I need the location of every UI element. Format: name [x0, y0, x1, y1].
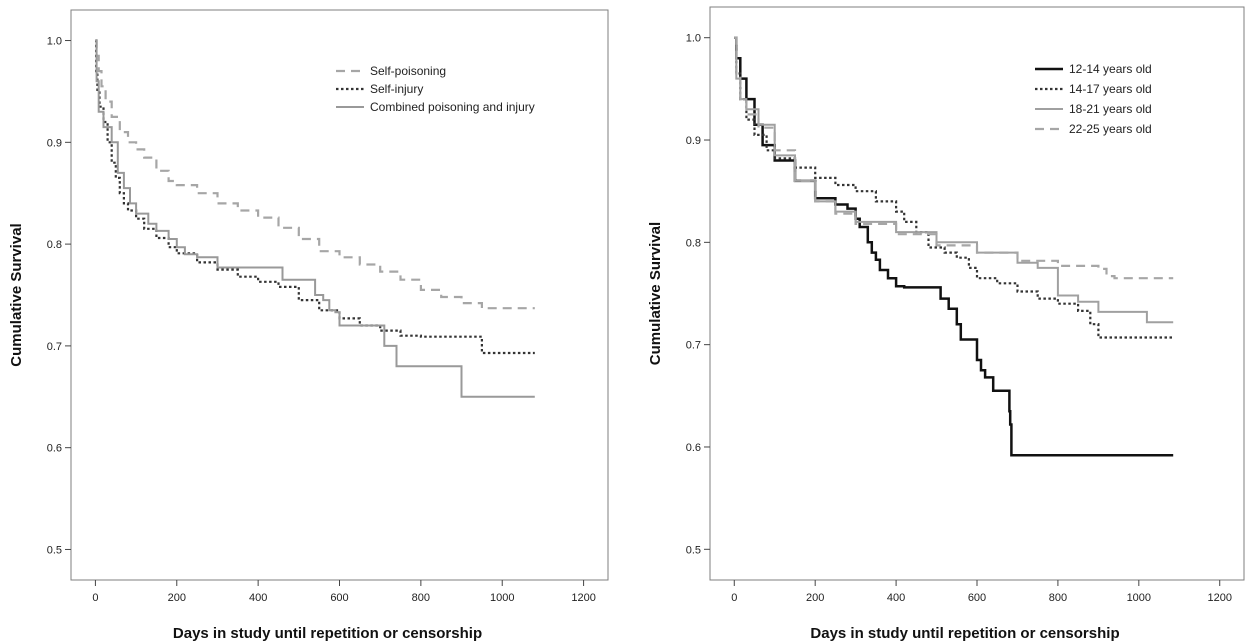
y-tick-label: 0.5 [47, 544, 62, 556]
y-tick-label: 0.8 [47, 239, 62, 251]
legend-label: Combined poisoning and injury [370, 100, 535, 114]
legend-label: 12-14 years old [1069, 62, 1152, 76]
plot-frame [709, 6, 1245, 581]
plot-frame [70, 9, 609, 581]
series-line-3 [95, 39, 535, 398]
x-tick-label: 400 [249, 592, 267, 604]
y-tick-label: 0.6 [47, 443, 62, 455]
y-tick-label: 0.5 [686, 544, 701, 556]
series-line-2 [734, 36, 1174, 339]
series-line-3 [734, 36, 1174, 324]
legend-label: 14-17 years old [1069, 82, 1152, 96]
series-line-2 [95, 39, 535, 355]
x-tick-label: 0 [731, 592, 737, 604]
x-tick-label: 200 [806, 592, 824, 604]
y-tick-label: 0.9 [686, 135, 701, 147]
legend: Self-poisoning Self-injury Combined poison… [336, 64, 535, 114]
x-tick-label: 600 [330, 592, 348, 604]
y-tick-label: 1.0 [47, 36, 62, 48]
x-tick-label: 400 [887, 592, 905, 604]
x-tick-label: 600 [968, 592, 986, 604]
series-line-4 [734, 36, 1174, 280]
y-tick-label: 0.7 [686, 340, 701, 352]
x-tick-label: 1000 [490, 592, 514, 604]
x-tick-label: 0 [92, 592, 98, 604]
legend: 12-14 years old 14-17 years old 18-21 year… [1035, 62, 1152, 136]
y-tick-label: 0.8 [686, 237, 701, 249]
chart-left: 0 200 400 600 800 1000 1200 0.5 0.6 0.7 0.8 0.9 1.0 D… [8, 9, 609, 642]
legend-label: Self-poisoning [370, 64, 446, 78]
legend-label: 18-21 years old [1069, 102, 1152, 116]
chart-right: 0 200 400 600 800 1000 1200 0.5 0.6 0.7 0.8 0.9 1.0 D… [647, 6, 1245, 642]
x-tick-label: 1200 [571, 592, 595, 604]
y-axis-label: Cumulative Survival [647, 222, 664, 365]
y-tick-label: 1.0 [686, 33, 701, 45]
x-tick-label: 800 [1049, 592, 1067, 604]
x-axis-label: Days in study until repetition or censor… [173, 625, 482, 642]
series-line-1 [95, 39, 535, 310]
x-tick-label: 800 [412, 592, 430, 604]
y-tick-label: 0.6 [686, 442, 701, 454]
series-line-1 [734, 36, 1174, 457]
y-tick-label: 0.9 [47, 137, 62, 149]
x-tick-label: 1000 [1127, 592, 1151, 604]
x-axis-label: Days in study until repetition or censor… [810, 625, 1119, 642]
y-axis-label: Cumulative Survival [8, 223, 25, 366]
legend-label: Self-injury [370, 82, 423, 96]
y-tick-label: 0.7 [47, 341, 62, 353]
x-tick-label: 200 [168, 592, 186, 604]
x-tick-label: 1200 [1207, 592, 1231, 604]
legend-label: 22-25 years old [1069, 122, 1152, 136]
